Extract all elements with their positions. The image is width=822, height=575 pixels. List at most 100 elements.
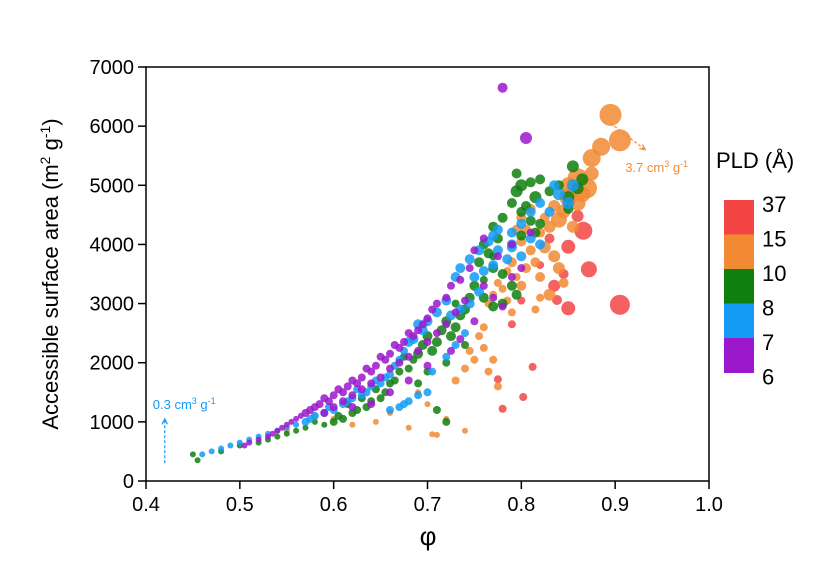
data-point xyxy=(450,322,461,333)
data-point xyxy=(498,404,507,413)
data-point xyxy=(507,308,516,317)
data-point xyxy=(348,409,357,417)
data-point xyxy=(548,250,561,263)
x-tick-label: 0.9 xyxy=(601,494,629,516)
data-point xyxy=(423,388,432,397)
data-point xyxy=(194,457,201,464)
legend-swatch xyxy=(724,200,754,235)
data-point xyxy=(334,385,343,394)
data-point xyxy=(321,421,328,428)
data-point xyxy=(293,415,300,422)
data-point xyxy=(461,329,469,338)
data-point xyxy=(404,352,413,361)
data-point xyxy=(451,341,460,349)
data-point xyxy=(269,430,276,437)
data-point xyxy=(418,320,427,329)
y-axis: 0 1000 2000 3000 4000 5000 6000 7000 xyxy=(90,57,146,493)
data-point xyxy=(552,262,565,275)
data-point xyxy=(479,281,488,290)
data-point xyxy=(432,406,441,414)
data-points xyxy=(189,82,631,464)
data-point xyxy=(447,346,455,355)
data-point xyxy=(536,293,545,302)
data-point xyxy=(386,388,394,397)
data-point xyxy=(424,401,431,408)
data-point xyxy=(302,424,309,431)
data-point xyxy=(395,403,404,412)
data-point xyxy=(550,211,567,228)
data-point xyxy=(386,364,394,373)
data-point xyxy=(465,346,474,355)
data-point xyxy=(484,367,493,376)
legend-label: 8 xyxy=(762,296,774,321)
legend: PLD (Å) 37 15 10 8 7 6 xyxy=(716,148,794,390)
data-point xyxy=(549,180,560,191)
data-point xyxy=(404,329,413,338)
x-tick-label: 0.5 xyxy=(226,494,254,516)
data-point xyxy=(348,376,357,385)
y-tick-label: 3000 xyxy=(90,294,135,316)
data-point xyxy=(566,160,579,173)
data-point xyxy=(414,326,423,335)
data-point xyxy=(558,277,569,288)
y-tick-label: 4000 xyxy=(90,234,135,256)
data-point xyxy=(507,273,516,281)
legend-swatch xyxy=(724,303,754,339)
data-point xyxy=(571,210,584,222)
data-point xyxy=(329,417,338,426)
legend-title: PLD (Å) xyxy=(716,148,794,173)
data-point xyxy=(506,280,517,291)
series-pld-10 xyxy=(189,160,589,464)
data-point xyxy=(189,451,196,458)
y-tick-label: 6000 xyxy=(90,116,135,138)
data-point xyxy=(427,345,438,356)
data-point xyxy=(470,317,479,326)
data-point xyxy=(470,246,479,255)
y-tick-label: 1000 xyxy=(90,412,135,434)
data-point xyxy=(511,289,522,300)
data-point xyxy=(488,230,499,241)
data-point xyxy=(241,442,248,449)
data-point xyxy=(208,448,215,455)
data-point xyxy=(464,254,475,265)
data-point xyxy=(489,355,498,364)
data-point xyxy=(329,391,338,400)
data-point xyxy=(442,320,451,329)
legend-label: 15 xyxy=(762,227,786,252)
data-point xyxy=(301,417,310,426)
legend-label: 6 xyxy=(762,365,774,390)
data-point xyxy=(561,301,576,316)
data-point xyxy=(493,375,502,384)
data-point xyxy=(274,427,281,434)
data-point xyxy=(414,391,423,400)
data-point xyxy=(510,185,523,198)
data-point xyxy=(447,281,455,290)
data-point xyxy=(497,82,508,93)
data-point xyxy=(543,288,556,301)
data-point xyxy=(357,391,366,400)
data-point xyxy=(535,239,546,250)
data-point xyxy=(442,352,451,361)
data-point xyxy=(525,206,536,217)
data-point xyxy=(488,301,499,312)
x-tick-label: 0.7 xyxy=(414,494,442,516)
data-point xyxy=(320,394,329,403)
data-point xyxy=(423,314,432,323)
data-point xyxy=(432,299,441,308)
data-point xyxy=(376,394,385,403)
data-point xyxy=(479,234,488,243)
data-point xyxy=(395,358,404,367)
data-point xyxy=(218,445,225,452)
annotation-label: 3.7 cm3 g-1 xyxy=(625,159,688,175)
data-point xyxy=(348,391,357,400)
data-point xyxy=(283,430,290,437)
data-point xyxy=(584,166,599,181)
data-point xyxy=(456,335,465,344)
data-point xyxy=(535,272,546,282)
annotation-arrowhead xyxy=(161,417,168,425)
y-tick-label: 7000 xyxy=(90,57,135,79)
y-axis-title: Accessible surface area (m2 g-1) xyxy=(37,118,63,429)
data-point xyxy=(404,376,413,385)
data-point xyxy=(442,293,451,302)
